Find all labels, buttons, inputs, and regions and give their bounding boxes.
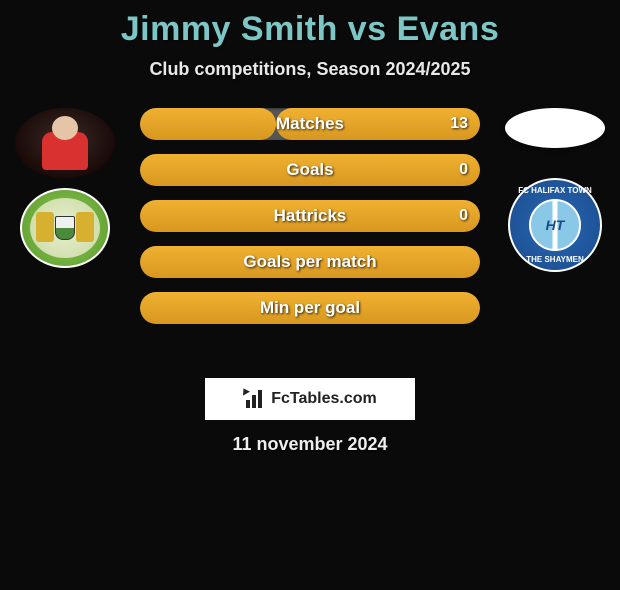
stat-bar: Goals0 xyxy=(140,154,480,186)
player-left-club-crest xyxy=(20,188,110,268)
stat-label: Goals per match xyxy=(140,246,480,278)
crest-lion-icon xyxy=(36,212,54,242)
crest-shield-icon xyxy=(55,216,75,240)
stat-value-right: 0 xyxy=(459,200,468,232)
player-right-avatar xyxy=(505,108,605,148)
watermark-badge: FcTables.com xyxy=(205,378,415,420)
watermark-text: FcTables.com xyxy=(271,390,377,408)
stat-label: Hattricks xyxy=(140,200,480,232)
stat-bar: Goals per match xyxy=(140,246,480,278)
right-player-column: FC HALIFAX TOWN HT THE SHAYMEN xyxy=(500,108,610,272)
stat-label: Matches xyxy=(140,108,480,140)
stat-label: Goals xyxy=(140,154,480,186)
player-right-club-crest: FC HALIFAX TOWN HT THE SHAYMEN xyxy=(508,178,602,272)
comparison-panel: FC HALIFAX TOWN HT THE SHAYMEN Matches13… xyxy=(0,108,620,368)
stat-value-right: 13 xyxy=(450,108,468,140)
stat-bar: Min per goal xyxy=(140,292,480,324)
left-player-column xyxy=(10,108,120,268)
page-title: Jimmy Smith vs Evans xyxy=(0,10,620,49)
crest-ring-text-top: FC HALIFAX TOWN xyxy=(510,186,600,195)
crest-left-inner xyxy=(30,198,100,258)
stat-value-right: 0 xyxy=(459,154,468,186)
stat-bar: Matches13 xyxy=(140,108,480,140)
date-label: 11 november 2024 xyxy=(0,434,620,455)
bar-chart-icon xyxy=(243,390,265,408)
stat-bars: Matches13Goals0Hattricks0Goals per match… xyxy=(140,108,480,324)
crest-monogram: HT xyxy=(546,217,565,233)
subtitle: Club competitions, Season 2024/2025 xyxy=(0,59,620,80)
crest-lion-icon xyxy=(76,212,94,242)
stat-label: Min per goal xyxy=(140,292,480,324)
player-left-avatar xyxy=(15,108,115,178)
stat-bar: Hattricks0 xyxy=(140,200,480,232)
crest-right-inner: HT xyxy=(529,199,581,251)
crest-ring-text-bot: THE SHAYMEN xyxy=(510,255,600,264)
